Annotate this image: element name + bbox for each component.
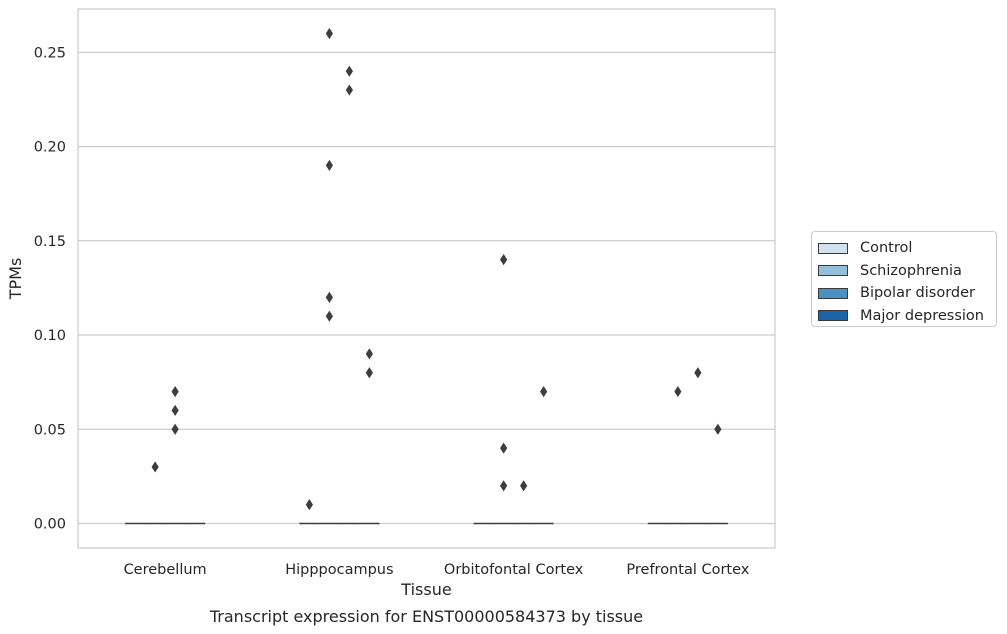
y-tick-label: 0.00 [34,517,66,533]
x-tick-label: Hipppocampus [285,562,393,578]
outlier-point [325,27,333,40]
outlier-point [500,254,508,266]
legend-label: Bipolar disorder [860,285,975,302]
outlier-point [345,84,353,96]
legend-item: Schizophrenia [818,260,990,283]
outlier-point [520,480,528,492]
x-tick-label: Prefrontal Cortex [626,562,749,578]
outlier-point [345,65,353,77]
y-tick-label: 0.15 [34,234,66,250]
plot-frame [77,8,776,549]
y-tick-label: 0.05 [34,422,66,438]
legend-item: Major depression [818,305,990,328]
outlier-point [325,159,333,172]
outlier-point [694,367,702,379]
grid-lines [78,51,775,525]
legend-item: Control [818,237,990,260]
legend-swatch [818,265,848,277]
outlier-point [365,367,373,379]
outlier-point [171,404,179,417]
outlier-point [151,461,159,473]
legend: Control Schizophrenia Bipolar disorder Majo… [811,231,997,327]
legend-label: Control [860,240,913,257]
outlier-point [500,480,508,492]
tick-labels: 0.00 0.05 0.10 0.15 0.20 0.25 Cerebellum Hipppo… [34,45,750,578]
y-tick-label: 0.20 [34,140,66,156]
legend-label: Schizophrenia [860,262,962,279]
legend-item: Bipolar disorder [818,282,990,305]
plot-data [125,27,728,525]
y-tick-label: 0.10 [34,328,66,344]
outlier-point [325,310,333,322]
legend-swatch [818,242,848,254]
legend-swatch [818,287,848,299]
outlier-point [171,423,179,435]
x-tick-label: Cerebellum [124,562,207,578]
legend-swatch [818,310,848,322]
x-axis-label: Tissue [400,580,451,599]
outlier-point [714,423,722,435]
legend-label: Major depression [860,307,984,324]
outlier-point [171,385,179,398]
y-axis-label: TPMs [6,258,25,301]
outlier-point [305,499,313,511]
outlier-point [365,348,373,360]
x-tick-label: Orbitofontal Cortex [444,562,584,578]
outlier-point [325,291,333,303]
y-tick-label: 0.25 [34,45,66,61]
outlier-point [500,442,508,454]
chart-caption: Transcript expression for ENST0000058437… [209,607,643,626]
outlier-point [674,385,682,398]
outlier-point [540,385,548,398]
